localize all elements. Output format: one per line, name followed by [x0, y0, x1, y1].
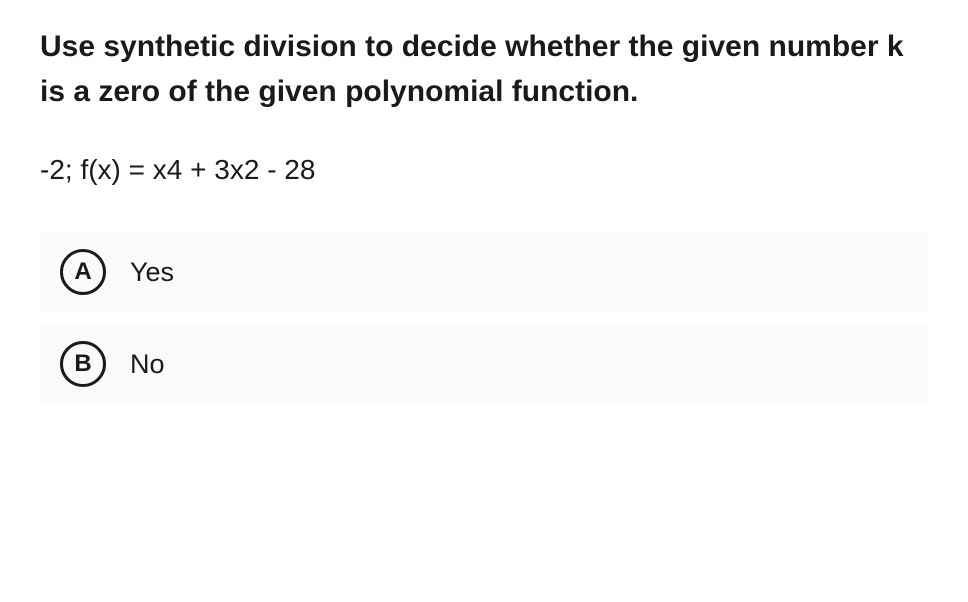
option-letter-a: A	[60, 249, 106, 295]
question-container: Use synthetic division to decide whether…	[40, 24, 928, 405]
question-title: Use synthetic division to decide whether…	[40, 24, 928, 114]
option-text-b: No	[130, 349, 165, 380]
option-text-a: Yes	[130, 257, 174, 288]
question-equation: -2; f(x) = x4 + 3x2 - 28	[40, 154, 928, 186]
option-letter-b: B	[60, 341, 106, 387]
option-a[interactable]: A Yes	[40, 231, 928, 313]
option-b[interactable]: B No	[40, 323, 928, 405]
